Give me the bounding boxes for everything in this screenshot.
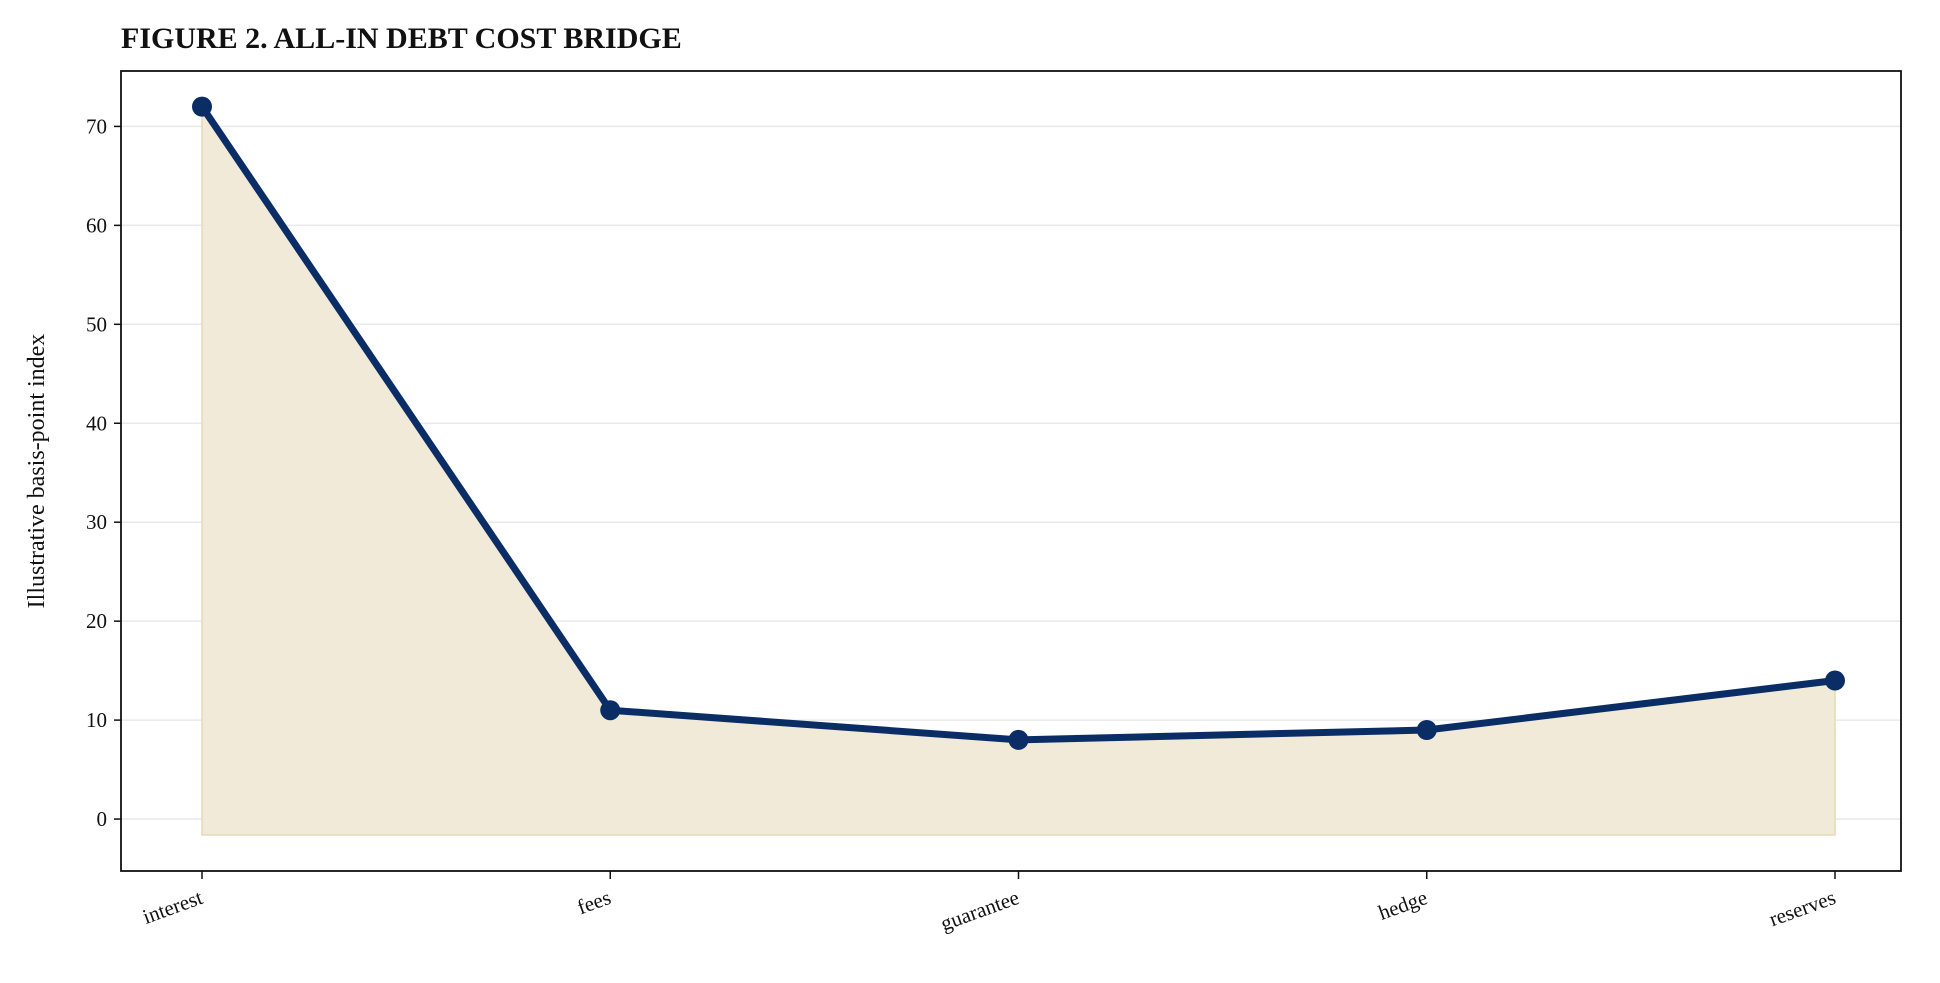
y-tick-label: 40 — [86, 411, 107, 435]
y-tick-label: 30 — [86, 510, 107, 534]
plot-frame — [120, 70, 1902, 872]
point — [192, 96, 212, 117]
y-tick-label: 60 — [86, 213, 107, 237]
point — [600, 700, 621, 721]
chart-title: FIGURE 2. ALL-IN DEBT COST BRIDGE — [121, 22, 682, 55]
y-tick-label: 10 — [86, 708, 107, 732]
x-tick-label: hedge — [1375, 885, 1430, 925]
point — [1416, 719, 1437, 740]
y-axis-label: Illustrative basis-point index — [24, 334, 50, 609]
point — [1008, 729, 1029, 750]
x-tick-label: fees — [574, 885, 614, 919]
x-tick-label: guarantee — [937, 885, 1022, 935]
y-tick-label: 70 — [86, 114, 107, 138]
y-tick-label: 50 — [86, 312, 107, 336]
x-tick-label: reserves — [1766, 885, 1839, 931]
point — [1825, 670, 1845, 691]
y-tick-label: 0 — [97, 807, 108, 831]
x-tick-label: interest — [139, 885, 205, 929]
y-tick-label: 20 — [86, 609, 107, 633]
